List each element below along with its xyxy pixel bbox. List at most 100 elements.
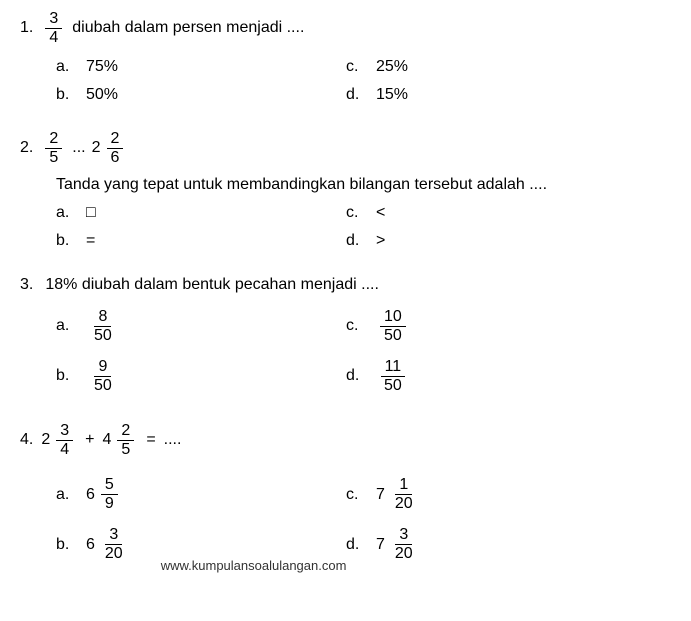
q4-mixed-1: 2 3 4 bbox=[41, 422, 77, 458]
q1-option-d: d. 15% bbox=[346, 84, 408, 106]
q4-opt-b-den: 20 bbox=[101, 545, 127, 563]
q2-opt-b-label: b. bbox=[56, 232, 76, 250]
watermark: www.kumpulansoalulangan.com bbox=[161, 558, 347, 573]
q1-opt-c-val: 25% bbox=[376, 58, 408, 76]
q1-number: 1. bbox=[20, 19, 33, 37]
q2-number: 2. bbox=[20, 139, 33, 157]
q4-mixed1-frac: 3 4 bbox=[56, 422, 73, 458]
q2-mixed-den: 6 bbox=[107, 149, 124, 167]
q3-number: 3. bbox=[20, 276, 33, 294]
question-3: 3. 18% diubah dalam bentuk pecahan menja… bbox=[20, 276, 671, 404]
q4-opt-a-whole: 6 bbox=[86, 486, 95, 504]
q1-text: diubah dalam persen menjadi .... bbox=[72, 19, 304, 37]
q4-option-c: c. 7 1 20 bbox=[346, 473, 421, 517]
q4-opt-a-num: 5 bbox=[101, 476, 118, 495]
q2-opt-a-val: □ bbox=[86, 204, 96, 222]
q2-options: a. □ b. = c. < d. > bbox=[20, 202, 671, 258]
question-3-prompt: 3. 18% diubah dalam bentuk pecahan menja… bbox=[20, 276, 671, 294]
q4-option-d: d. 7 3 20 bbox=[346, 523, 421, 567]
q2-frac1-num: 2 bbox=[45, 130, 62, 149]
q1-option-b: b. 50% bbox=[56, 84, 346, 106]
q1-fraction: 3 4 bbox=[45, 10, 62, 46]
q4-opt-c-label: c. bbox=[346, 486, 366, 504]
q2-option-d: d. > bbox=[346, 230, 385, 252]
q4-opt-d-label: d. bbox=[346, 536, 366, 554]
q2-mixed-whole: 2 bbox=[92, 139, 101, 157]
q4-mixed-2: 4 2 5 bbox=[103, 422, 139, 458]
q4-opt-a-label: a. bbox=[56, 486, 76, 504]
q3-opt-c-den: 50 bbox=[380, 327, 406, 345]
q3-text: 18% diubah dalam bentuk pecahan menjadi … bbox=[45, 276, 379, 294]
q4-opt-d-num: 3 bbox=[395, 526, 412, 545]
q4-mixed1-den: 4 bbox=[56, 441, 73, 459]
q4-opt-d-whole: 7 bbox=[376, 536, 385, 554]
q4-opt-b-mixed: 6 3 20 bbox=[86, 526, 131, 562]
q3-opt-d-den: 50 bbox=[380, 377, 406, 395]
q4-opt-b-whole: 6 bbox=[86, 536, 95, 554]
q2-option-a: a. □ bbox=[56, 202, 346, 224]
q4-opt-a-den: 9 bbox=[101, 495, 118, 513]
q2-opt-b-val: = bbox=[86, 232, 95, 250]
q2-option-c: c. < bbox=[346, 202, 385, 224]
q4-opt-b-label: b. bbox=[56, 536, 76, 554]
q2-opt-d-val: > bbox=[376, 232, 385, 250]
q4-opt-d-den: 20 bbox=[391, 545, 417, 563]
question-4-prompt: 4. 2 3 4 + 4 2 5 = .... bbox=[20, 422, 671, 458]
q4-mixed2-den: 5 bbox=[117, 441, 134, 459]
q1-option-a: a. 75% bbox=[56, 56, 346, 78]
q4-opt-a-mixed: 6 5 9 bbox=[86, 476, 122, 512]
q4-mixed2-whole: 4 bbox=[103, 431, 112, 449]
q3-opt-b-num: 9 bbox=[94, 358, 111, 377]
q4-number: 4. bbox=[20, 431, 33, 449]
q4-mixed2-frac: 2 5 bbox=[117, 422, 134, 458]
q3-opt-d-num: 11 bbox=[381, 358, 406, 377]
q3-opt-a-num: 8 bbox=[94, 308, 111, 327]
q4-options: a. 6 5 9 b. 6 3 20 bbox=[20, 473, 671, 573]
q3-opt-c-frac: 10 50 bbox=[380, 308, 406, 344]
q3-option-a: a. 8 50 bbox=[56, 304, 346, 348]
q2-mixed-frac: 2 6 bbox=[107, 130, 124, 166]
question-2-prompt: 2. 2 5 ... 2 2 6 bbox=[20, 130, 671, 166]
q3-opt-a-label: a. bbox=[56, 317, 76, 335]
q1-options: a. 75% b. 50% c. 25% d. 15% bbox=[20, 56, 671, 112]
q3-option-d: d. 11 50 bbox=[346, 354, 410, 398]
q3-opt-b-frac: 9 50 bbox=[90, 358, 116, 394]
q4-opt-c-mixed: 7 1 20 bbox=[376, 476, 421, 512]
q2-opt-c-val: < bbox=[376, 204, 385, 222]
q1-opt-a-val: 75% bbox=[86, 58, 118, 76]
q1-opt-a-label: a. bbox=[56, 58, 76, 76]
q2-opt-c-label: c. bbox=[346, 204, 366, 222]
q4-opt-c-whole: 7 bbox=[376, 486, 385, 504]
q1-option-c: c. 25% bbox=[346, 56, 408, 78]
q2-dots: ... bbox=[72, 139, 85, 157]
q1-opt-b-val: 50% bbox=[86, 86, 118, 104]
question-4: 4. 2 3 4 + 4 2 5 = .... a. 6 bbox=[20, 422, 671, 572]
q3-opt-c-label: c. bbox=[346, 317, 366, 335]
q2-option-b: b. = bbox=[56, 230, 346, 252]
q1-opt-b-label: b. bbox=[56, 86, 76, 104]
q3-option-b: b. 9 50 bbox=[56, 354, 346, 398]
q4-opt-d-mixed: 7 3 20 bbox=[376, 526, 421, 562]
q4-option-b: b. 6 3 20 bbox=[56, 523, 131, 567]
q1-frac-den: 4 bbox=[45, 29, 62, 47]
q3-opt-b-label: b. bbox=[56, 367, 76, 385]
q4-eq: = bbox=[146, 431, 155, 449]
q1-frac-num: 3 bbox=[45, 10, 62, 29]
q3-opt-c-num: 10 bbox=[380, 308, 406, 327]
question-1-prompt: 1. 3 4 diubah dalam persen menjadi .... bbox=[20, 10, 671, 46]
q2-text: Tanda yang tepat untuk membandingkan bil… bbox=[20, 176, 671, 194]
q2-fraction-1: 2 5 bbox=[45, 130, 62, 166]
q4-opt-c-den: 20 bbox=[391, 495, 417, 513]
q2-mixed: 2 2 6 bbox=[92, 130, 128, 166]
q3-opt-b-den: 50 bbox=[90, 377, 116, 395]
q4-plus: + bbox=[85, 431, 94, 449]
question-2: 2. 2 5 ... 2 2 6 Tanda yang tepat untuk … bbox=[20, 130, 671, 258]
q2-frac1-den: 5 bbox=[45, 149, 62, 167]
q4-dots: .... bbox=[164, 431, 182, 449]
q2-mixed-num: 2 bbox=[107, 130, 124, 149]
q4-opt-c-frac: 1 20 bbox=[391, 476, 417, 512]
q2-opt-d-label: d. bbox=[346, 232, 366, 250]
q3-opt-a-frac: 8 50 bbox=[90, 308, 116, 344]
q1-opt-c-label: c. bbox=[346, 58, 366, 76]
q4-mixed1-whole: 2 bbox=[41, 431, 50, 449]
